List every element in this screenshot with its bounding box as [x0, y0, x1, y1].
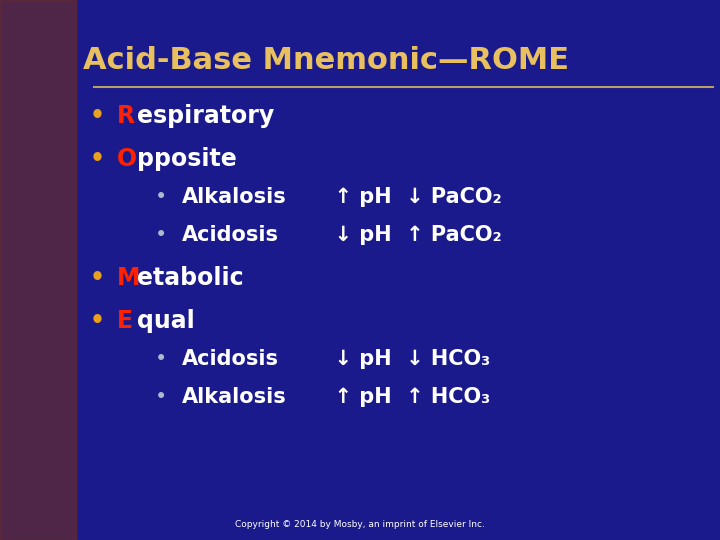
- Text: qual: qual: [137, 309, 194, 333]
- Text: pposite: pposite: [137, 147, 237, 171]
- Text: •: •: [90, 266, 105, 290]
- Bar: [0, 0, 76, 540]
- Text: Acidosis: Acidosis: [181, 225, 279, 245]
- Text: M: M: [117, 266, 140, 290]
- Text: •: •: [90, 104, 105, 128]
- Text: •: •: [155, 387, 167, 407]
- Text: •: •: [155, 225, 167, 245]
- Text: ↑ pH  ↓ PaCO₂: ↑ pH ↓ PaCO₂: [320, 187, 502, 207]
- Text: ↑ pH  ↑ HCO₃: ↑ pH ↑ HCO₃: [320, 387, 490, 407]
- Text: •: •: [90, 147, 105, 171]
- Text: O: O: [117, 147, 137, 171]
- Text: ↓ pH  ↓ HCO₃: ↓ pH ↓ HCO₃: [320, 349, 490, 369]
- Text: Alkalosis: Alkalosis: [181, 387, 286, 407]
- Text: R: R: [117, 104, 135, 128]
- Text: Acid-Base Mnemonic—ROME: Acid-Base Mnemonic—ROME: [83, 46, 569, 75]
- Text: E: E: [117, 309, 132, 333]
- Text: •: •: [155, 187, 167, 207]
- Text: •: •: [90, 309, 105, 333]
- Text: ↓ pH  ↑ PaCO₂: ↓ pH ↑ PaCO₂: [320, 225, 502, 245]
- Text: •: •: [155, 349, 167, 369]
- Text: Alkalosis: Alkalosis: [181, 187, 286, 207]
- Text: etabolic: etabolic: [137, 266, 243, 290]
- Text: Copyright © 2014 by Mosby, an imprint of Elsevier Inc.: Copyright © 2014 by Mosby, an imprint of…: [235, 521, 485, 529]
- Text: espiratory: espiratory: [137, 104, 274, 128]
- Text: Acidosis: Acidosis: [181, 349, 279, 369]
